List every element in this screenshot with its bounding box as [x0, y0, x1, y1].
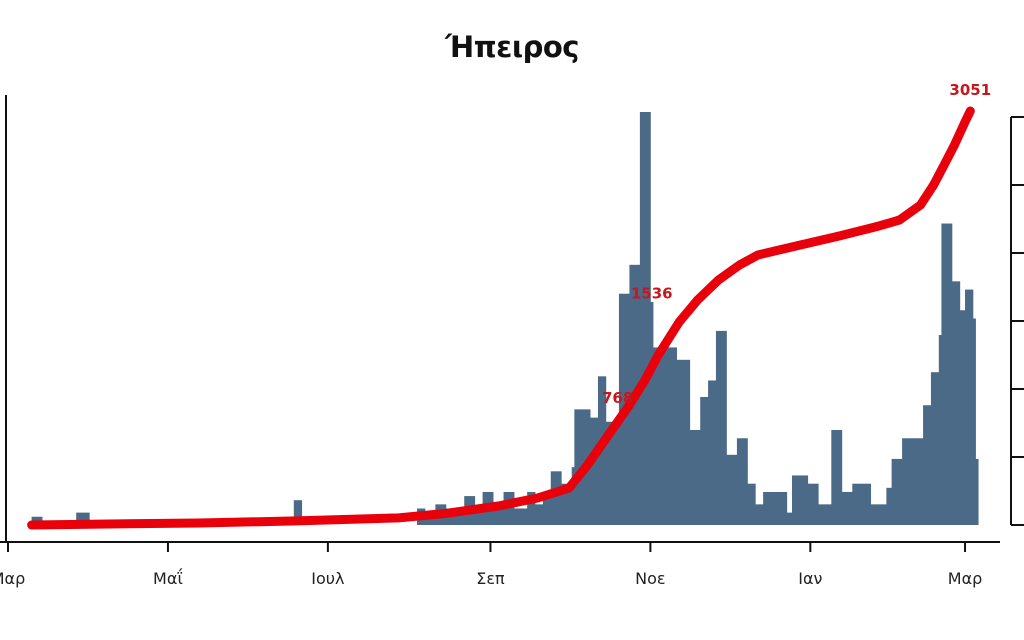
bar-6 — [424, 516, 436, 525]
bar-59 — [965, 289, 974, 525]
bar-30 — [676, 359, 691, 525]
bar-13 — [503, 491, 515, 525]
bar-31 — [689, 430, 701, 525]
bar-35 — [726, 454, 738, 525]
bar-17 — [542, 491, 552, 525]
bar-27 — [639, 112, 651, 525]
x-tick-label: Μαρ — [0, 569, 25, 588]
x-tick-label: Ιαν — [798, 569, 822, 588]
chart-title: Ήπειρος — [444, 30, 580, 64]
bar-18 — [550, 471, 562, 525]
annotation-label: 3051 — [949, 81, 991, 99]
x-tick-label: Ιουλ — [311, 569, 344, 588]
x-tick-label: Νοε — [635, 569, 665, 588]
bar-51 — [902, 438, 916, 525]
bar-44 — [818, 504, 832, 525]
annotation-label: 1536 — [631, 285, 673, 303]
x-ticks: Μαρ Μαΐ Ιουλ Σεπ Νοε Ιαν Μαρ — [0, 542, 982, 588]
bar-50 — [891, 458, 903, 525]
bar-48 — [870, 504, 887, 525]
bar-58 — [959, 310, 966, 525]
bar-47 — [852, 483, 872, 525]
bar-15 — [527, 491, 536, 525]
bar-54 — [930, 372, 940, 525]
bar-46 — [841, 491, 853, 525]
x-tick-label: Σεπ — [476, 569, 505, 588]
bar-16 — [535, 504, 544, 525]
bar-37 — [747, 483, 756, 525]
bar-60 — [972, 318, 976, 525]
bar-36 — [736, 438, 748, 525]
annotations: 768 1536 3051 — [602, 81, 991, 407]
bar-28 — [650, 301, 654, 525]
bar-42 — [791, 475, 809, 525]
daily-bars — [31, 112, 979, 525]
bar-33 — [708, 380, 717, 525]
bar-19 — [561, 483, 573, 525]
bar-29 — [653, 347, 678, 525]
bar-49 — [886, 487, 893, 525]
bar-14 — [514, 508, 528, 525]
bar-45 — [831, 430, 843, 525]
bar-12 — [493, 508, 504, 525]
bar-40 — [776, 491, 788, 525]
x-tick-label: Μαΐ — [153, 568, 183, 588]
cumulative-line — [27, 106, 975, 530]
bar-43 — [807, 483, 819, 525]
bar-56 — [941, 223, 953, 525]
bar-4 — [293, 500, 303, 525]
bar-32 — [700, 396, 709, 525]
bar-41 — [786, 512, 793, 525]
right-axis — [1010, 116, 1024, 526]
bar-55 — [938, 335, 942, 525]
bar-52 — [915, 438, 924, 525]
bar-57 — [951, 281, 961, 525]
bar-20 — [571, 467, 575, 525]
bar-38 — [755, 504, 764, 525]
x-tick-label: Μαρ — [948, 569, 983, 588]
bar-10 — [474, 508, 483, 525]
bar-39 — [763, 491, 777, 525]
bar-22 — [590, 417, 599, 525]
annotation-label: 768 — [602, 389, 633, 407]
bar-53 — [923, 405, 932, 525]
bar-34 — [715, 330, 727, 525]
bar-24 — [605, 421, 620, 525]
bar-61 — [975, 458, 979, 525]
